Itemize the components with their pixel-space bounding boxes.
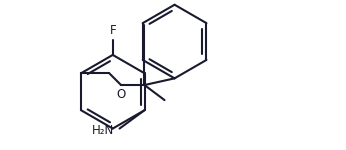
Text: O: O [116,88,126,101]
Text: F: F [109,24,116,36]
Text: H₂N: H₂N [92,124,115,137]
